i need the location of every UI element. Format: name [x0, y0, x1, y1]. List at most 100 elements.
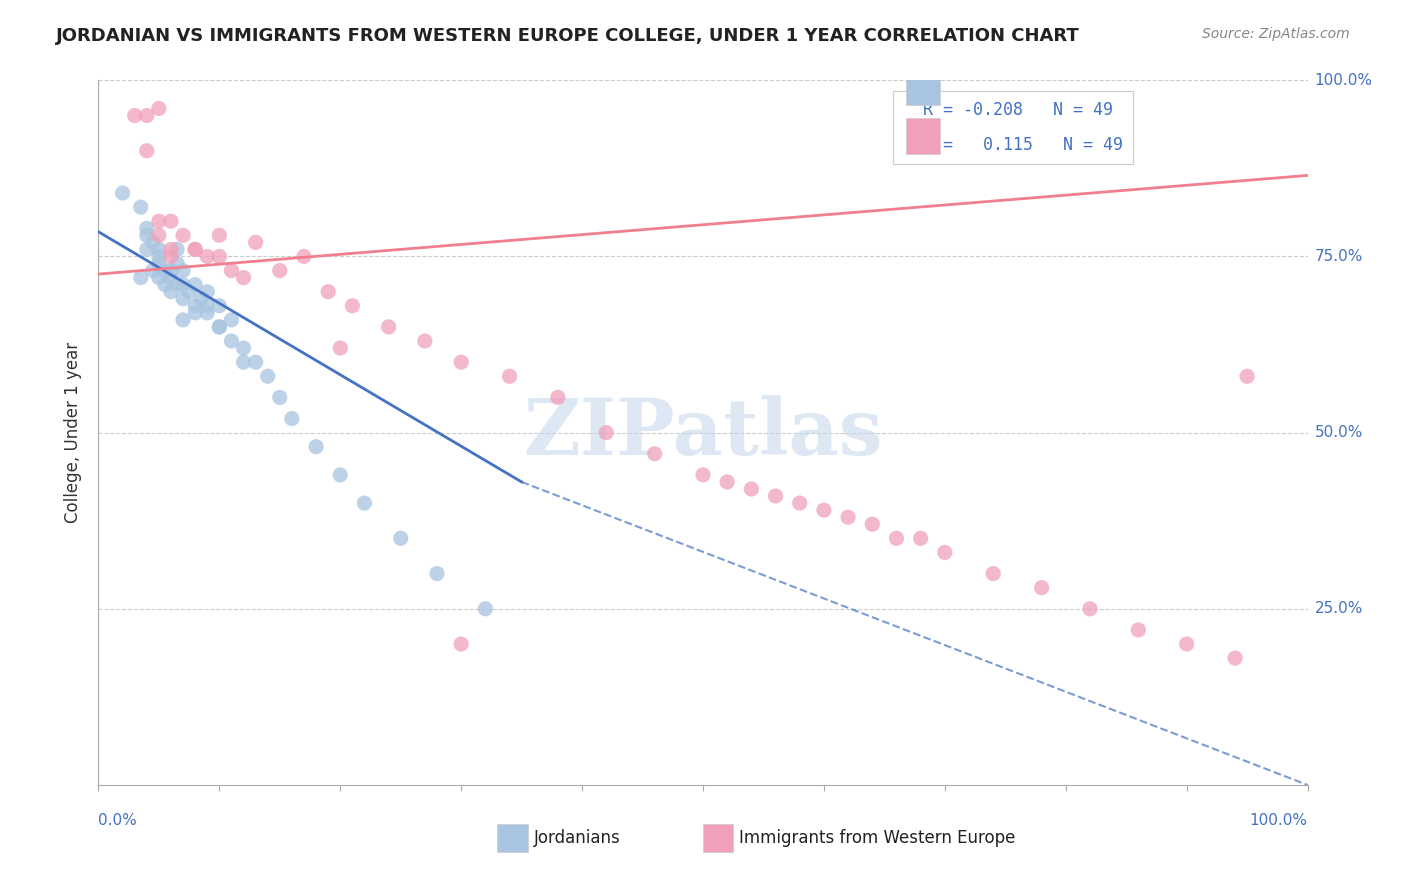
Point — [450, 637, 472, 651]
Point — [1078, 601, 1101, 615]
Point — [498, 369, 520, 384]
Point — [184, 306, 207, 320]
Point — [148, 270, 170, 285]
Text: 25.0%: 25.0% — [1315, 601, 1362, 616]
Point — [148, 243, 170, 257]
Point — [160, 214, 183, 228]
Point — [160, 285, 183, 299]
Point — [172, 277, 194, 292]
Text: ZIPatlas: ZIPatlas — [523, 394, 883, 471]
Point — [981, 566, 1004, 581]
Point — [245, 235, 267, 250]
Text: Jordanians: Jordanians — [534, 829, 620, 847]
Point — [135, 228, 157, 243]
Point — [1236, 369, 1258, 384]
Text: JORDANIAN VS IMMIGRANTS FROM WESTERN EUROPE COLLEGE, UNDER 1 YEAR CORRELATION CH: JORDANIAN VS IMMIGRANTS FROM WESTERN EUR… — [56, 27, 1080, 45]
Point — [208, 320, 231, 334]
Point — [208, 250, 231, 264]
Text: 100.0%: 100.0% — [1250, 814, 1308, 828]
Point — [765, 489, 787, 503]
Point — [148, 250, 170, 264]
FancyBboxPatch shape — [703, 823, 734, 852]
Point — [195, 250, 218, 264]
Point — [166, 277, 188, 292]
Point — [208, 299, 231, 313]
Point — [692, 467, 714, 482]
Text: 0.0%: 0.0% — [98, 814, 138, 828]
Point — [111, 186, 134, 200]
Point — [450, 355, 472, 369]
Text: 75.0%: 75.0% — [1315, 249, 1362, 264]
Point — [195, 285, 218, 299]
Point — [232, 355, 254, 369]
Point — [172, 263, 194, 277]
Point — [245, 355, 267, 369]
Point — [813, 503, 835, 517]
Point — [172, 292, 194, 306]
Point — [547, 391, 569, 405]
Point — [426, 566, 449, 581]
Point — [1031, 581, 1053, 595]
Point — [190, 292, 212, 306]
Point — [292, 250, 315, 264]
Point — [129, 200, 152, 214]
Point — [195, 306, 218, 320]
Point — [124, 109, 146, 123]
Point — [184, 243, 207, 257]
Point — [1128, 623, 1150, 637]
Point — [377, 320, 399, 334]
Y-axis label: College, Under 1 year: College, Under 1 year — [65, 342, 83, 524]
Point — [329, 467, 352, 482]
Point — [934, 545, 956, 559]
Point — [232, 270, 254, 285]
Text: Immigrants from Western Europe: Immigrants from Western Europe — [740, 829, 1015, 847]
Point — [595, 425, 617, 440]
Point — [135, 109, 157, 123]
Point — [148, 214, 170, 228]
FancyBboxPatch shape — [905, 118, 941, 154]
Point — [281, 411, 304, 425]
Point — [160, 243, 183, 257]
Point — [135, 243, 157, 257]
Point — [172, 228, 194, 243]
Text: 50.0%: 50.0% — [1315, 425, 1362, 440]
Point — [195, 299, 218, 313]
Point — [221, 313, 243, 327]
Point — [184, 277, 207, 292]
Point — [142, 235, 165, 250]
Point — [172, 313, 194, 327]
Point — [160, 270, 183, 285]
Point — [184, 299, 207, 313]
Point — [910, 532, 932, 546]
Point — [208, 320, 231, 334]
Point — [129, 270, 152, 285]
Point — [837, 510, 859, 524]
Point — [389, 532, 412, 546]
Point — [148, 228, 170, 243]
Point — [269, 391, 291, 405]
Point — [160, 263, 183, 277]
Point — [413, 334, 436, 348]
Point — [474, 601, 496, 615]
Point — [716, 475, 738, 489]
Point — [135, 221, 157, 235]
Text: 100.0%: 100.0% — [1315, 73, 1372, 87]
Text: Source: ZipAtlas.com: Source: ZipAtlas.com — [1202, 27, 1350, 41]
Point — [221, 263, 243, 277]
Point — [305, 440, 328, 454]
Point — [160, 250, 183, 264]
Point — [208, 228, 231, 243]
Point — [142, 263, 165, 277]
Point — [269, 263, 291, 277]
Point — [153, 263, 176, 277]
Text: R = -0.208   N = 49
  R =   0.115   N = 49: R = -0.208 N = 49 R = 0.115 N = 49 — [903, 102, 1122, 154]
Point — [789, 496, 811, 510]
Point — [1175, 637, 1198, 651]
Point — [148, 102, 170, 116]
FancyBboxPatch shape — [905, 69, 941, 105]
Point — [153, 277, 176, 292]
Point — [1223, 651, 1246, 665]
Point — [179, 285, 201, 299]
Point — [860, 517, 883, 532]
Point — [353, 496, 375, 510]
